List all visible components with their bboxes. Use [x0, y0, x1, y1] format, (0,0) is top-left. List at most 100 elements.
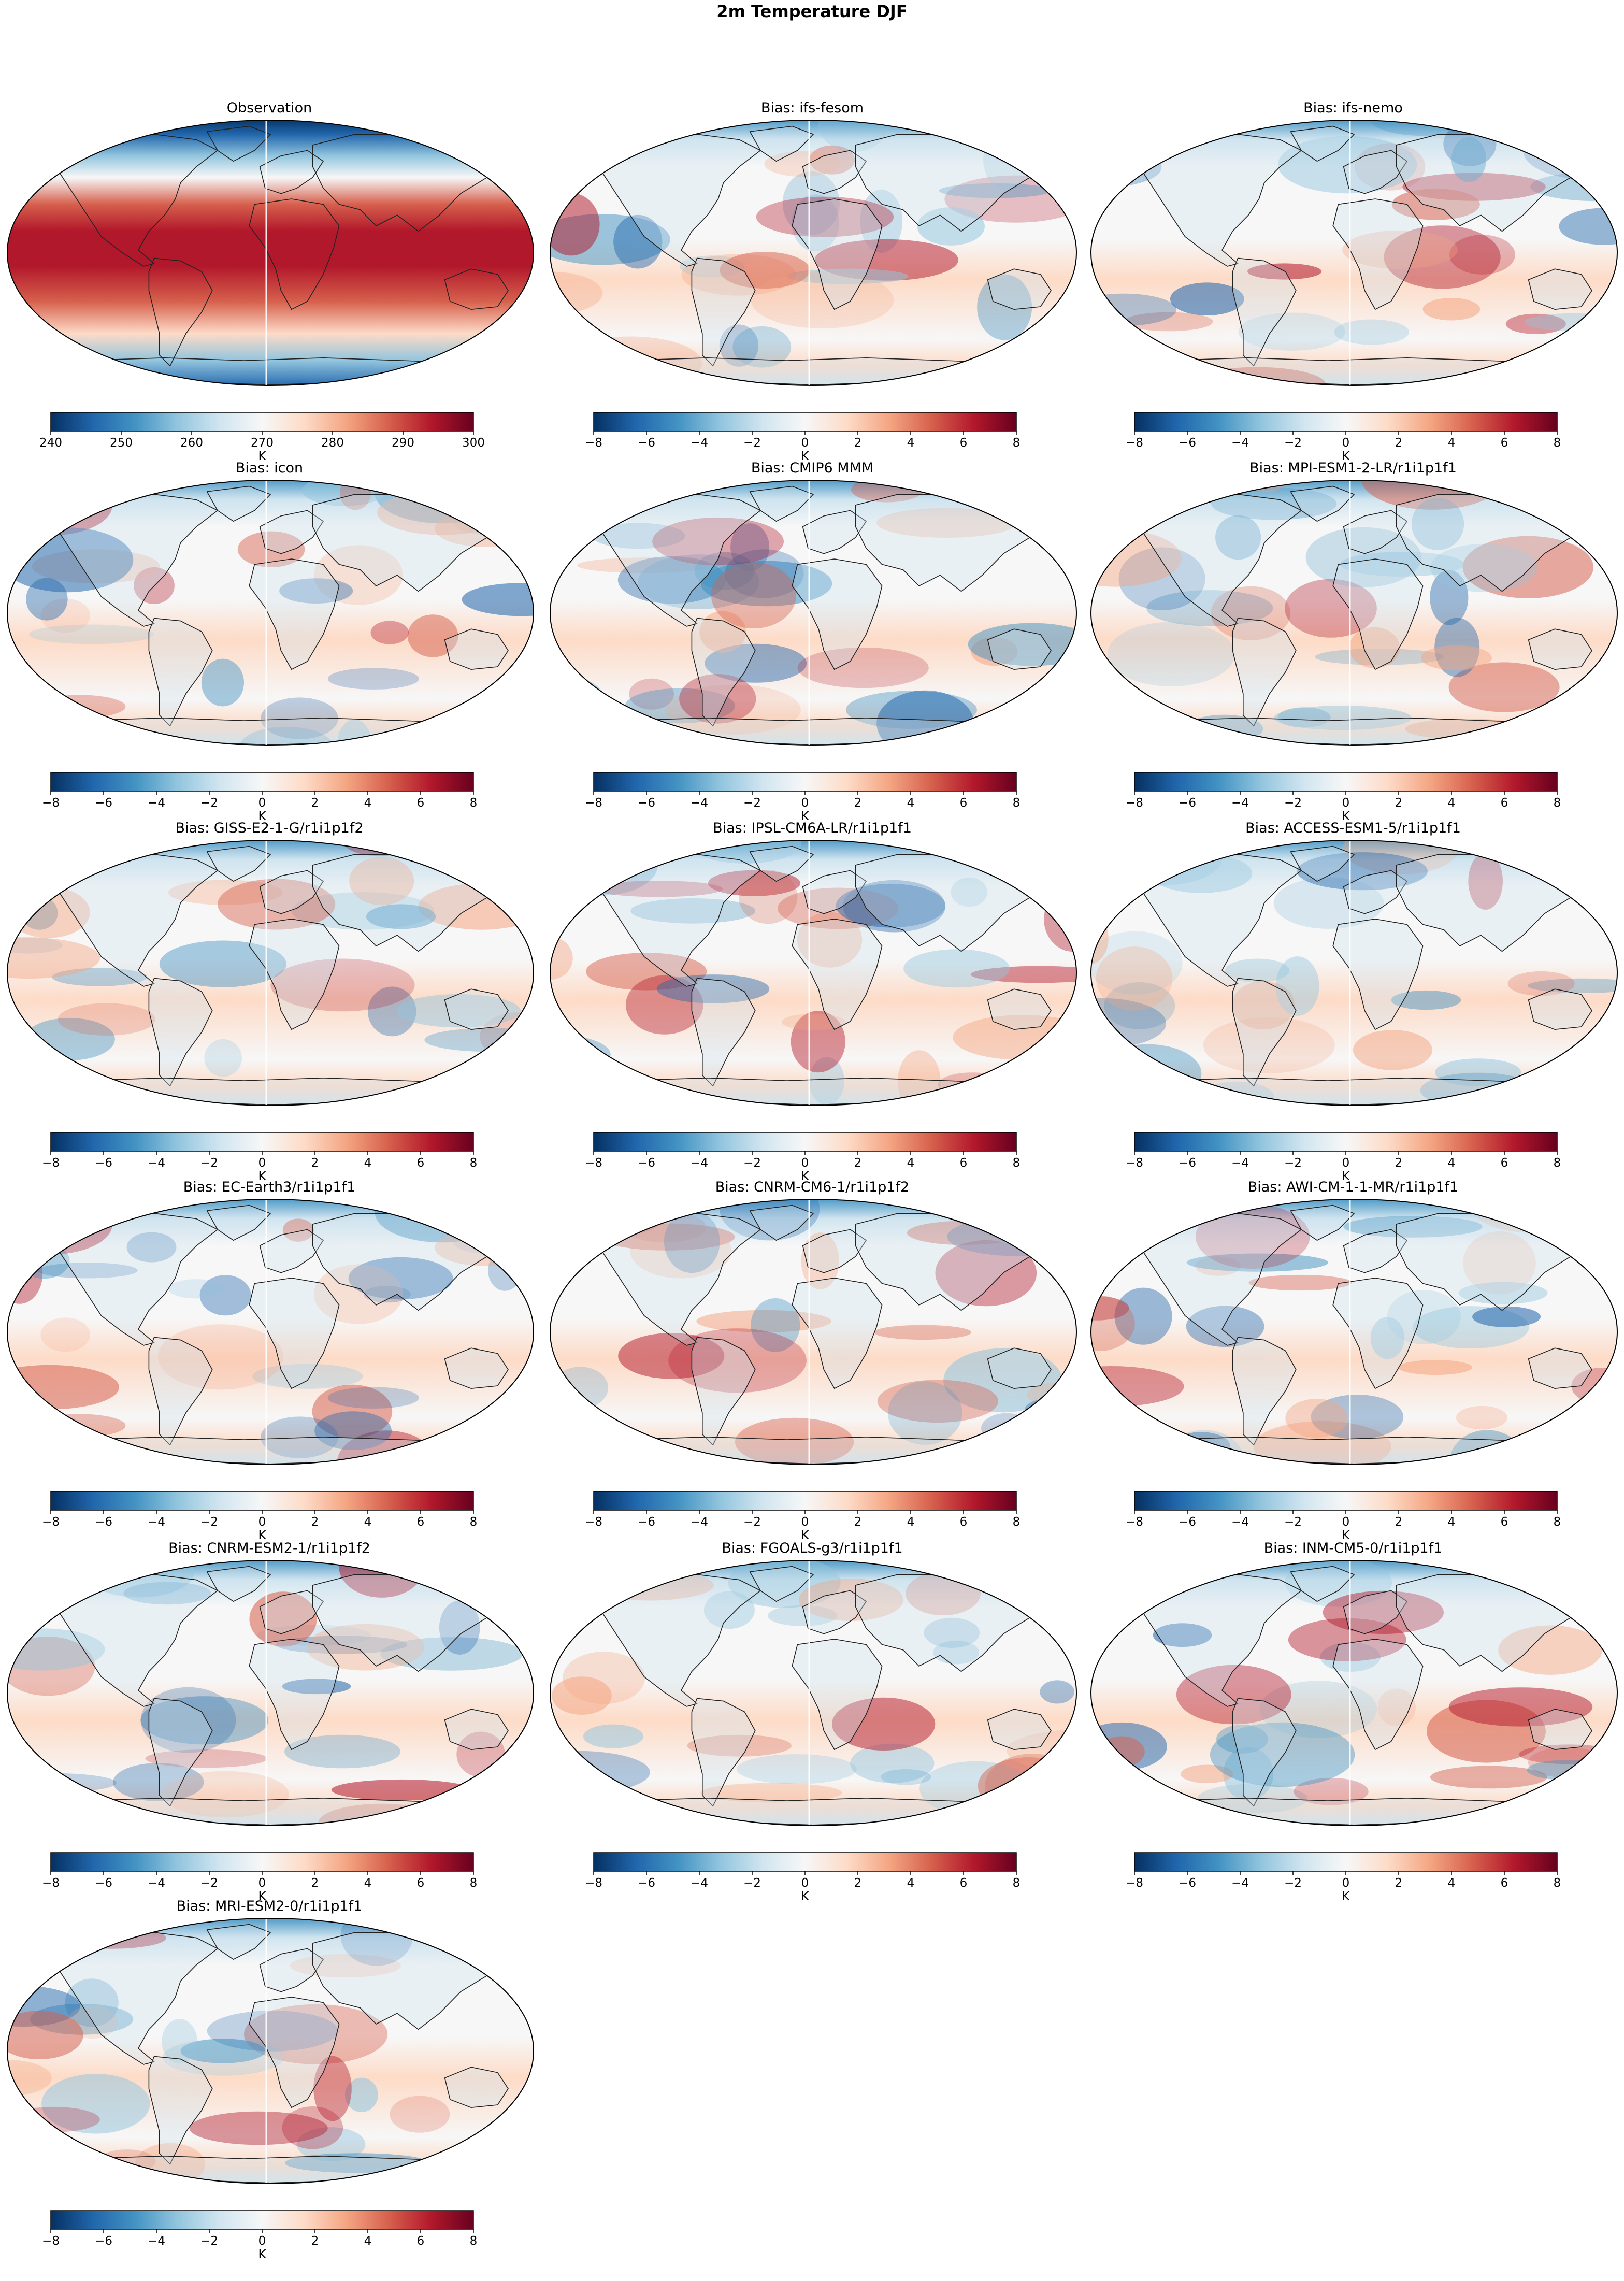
map-field — [550, 120, 1076, 385]
coastline-south-america — [148, 1337, 213, 1446]
bias-anomaly-patch — [1525, 313, 1617, 331]
colorbar-ramp — [593, 772, 1017, 792]
colorbar-tick-label: −8 — [585, 796, 602, 810]
coastline-north-america — [591, 1213, 761, 1346]
colorbar-tick-label: 0 — [1342, 1156, 1350, 1170]
colorbar-unit-label: K — [801, 450, 809, 463]
colorbar-tick-label: −4 — [691, 1876, 708, 1890]
bias-anomaly-patch — [1353, 1030, 1432, 1070]
map-background-field — [7, 840, 534, 1106]
bias-anomaly-patch — [751, 271, 894, 329]
bias-anomaly-patch — [1091, 1060, 1130, 1092]
bias-anomaly-patch — [296, 2127, 366, 2162]
colorbar-tick-label: 8 — [1012, 796, 1021, 810]
bias-anomaly-patch — [363, 1286, 411, 1303]
colorbar-graphic — [593, 1132, 1017, 1155]
coastline-antarctica — [1163, 357, 1556, 385]
colorbar: −8 −6 −4 −2 0 2 4 6 8 K — [42, 1491, 477, 1542]
coastline-south-america — [691, 1337, 756, 1446]
colorbar: −8 −6 −4 −2 0 2 4 6 8 K — [1126, 1491, 1561, 1542]
colorbar-tick-label: 6 — [959, 796, 968, 810]
colorbar-tick-label: 4 — [907, 796, 915, 810]
coastline-africa — [249, 558, 340, 670]
bias-anomaly-patch — [7, 1069, 106, 1106]
bias-anomaly-patch — [207, 2011, 338, 2052]
bias-anomaly-patch — [1430, 570, 1469, 625]
bias-anomaly-patch — [679, 674, 756, 724]
coastline-australia — [987, 988, 1052, 1030]
colorbar-tick-label: 4 — [1447, 436, 1456, 450]
bias-anomaly-patch — [237, 531, 305, 567]
colorbar-tick-label: −6 — [1179, 1515, 1196, 1529]
coastline-europe — [802, 870, 867, 914]
map-panel: Bias: FGOALS-g3/r1i1p1f1 −8 −6 −4 −2 0 2 4 6 8 K — [543, 1540, 1082, 1903]
bias-anomaly-patch — [951, 877, 988, 907]
colorbar-tick-label: 0 — [258, 1876, 266, 1890]
bias-anomaly-patch — [1305, 527, 1421, 587]
map-field — [7, 480, 534, 745]
map-background-field — [550, 480, 1076, 745]
coastline-antarctica — [80, 2156, 472, 2184]
map-border — [1090, 840, 1618, 1106]
bias-anomaly-patch — [874, 1325, 972, 1340]
bias-anomaly-patch — [407, 614, 458, 657]
bias-anomaly-patch — [7, 482, 63, 523]
bias-anomaly-patch — [462, 583, 534, 616]
bias-anomaly-patch — [652, 517, 784, 566]
world-map — [550, 1199, 1077, 1465]
colorbar-tick-label: −4 — [1231, 1876, 1249, 1890]
bias-anomaly-patch — [699, 611, 746, 653]
bias-anomaly-patch — [887, 1381, 962, 1445]
bias-anomaly-patch — [831, 1697, 936, 1751]
bias-anomaly-patch — [1203, 1017, 1335, 1073]
colorbar-tick-label: 2 — [1395, 436, 1403, 450]
colorbar-tick-label: 0 — [801, 796, 809, 810]
bias-anomaly-patch — [1248, 1274, 1352, 1291]
map-field — [7, 1918, 534, 2184]
world-map — [550, 1560, 1077, 1826]
bias-anomaly-patch — [366, 904, 436, 929]
bias-anomaly-patch — [7, 2106, 100, 2132]
bias-anomaly-patch — [797, 647, 929, 688]
bias-anomaly-patch — [1186, 1253, 1328, 1272]
colorbar-graphic — [50, 1491, 474, 1514]
coastline-antarctica — [1163, 1798, 1556, 1826]
map-field — [7, 120, 534, 385]
colorbar-tick-label: 300 — [462, 436, 485, 450]
bias-anomaly-patch — [1334, 319, 1410, 345]
coastline-africa — [792, 558, 883, 670]
coastline-europe — [1343, 150, 1407, 194]
panel-title: Bias: ifs-nemo — [1303, 100, 1403, 116]
bias-anomaly-patch — [801, 1232, 840, 1290]
colorbar-tick-label: 290 — [392, 436, 414, 450]
map-border — [1090, 480, 1618, 746]
bias-anomaly-patch — [1225, 958, 1290, 983]
coastline-greenland — [749, 1204, 814, 1241]
bias-anomaly-patch — [199, 1275, 251, 1316]
colorbar-tick-label: −2 — [743, 1515, 761, 1529]
panel-title: Bias: GISS-E2-1-G/r1i1p1f2 — [175, 820, 364, 836]
colorbar-ramp — [593, 1852, 1017, 1872]
bias-anomaly-patch — [1558, 1791, 1598, 1822]
bias-anomaly-patch — [735, 1417, 854, 1465]
bias-anomaly-patch — [935, 1240, 1037, 1307]
bias-anomaly-patch — [943, 1348, 1062, 1413]
colorbar-tick-label: 0 — [258, 1156, 266, 1170]
panel-title: Bias: ifs-fesom — [760, 100, 864, 116]
bias-anomaly-patch — [1025, 1397, 1076, 1422]
bias-anomaly-patch — [1091, 840, 1167, 880]
bias-anomaly-patch — [1285, 579, 1377, 638]
bias-anomaly-patch — [860, 189, 903, 253]
coastline-australia — [1528, 1347, 1592, 1389]
coastline-greenland — [206, 1924, 271, 1960]
bias-anomaly-patch — [719, 324, 759, 367]
colorbar-tick-label: 8 — [1553, 1876, 1561, 1890]
coastline-greenland — [1290, 1566, 1355, 1602]
bias-anomaly-patch — [1398, 1360, 1472, 1375]
bias-anomaly-patch — [1559, 208, 1617, 245]
colorbar-tick-label: −2 — [200, 796, 218, 810]
colorbar-tick-label: −8 — [42, 2234, 60, 2248]
bias-anomaly-patch — [290, 1954, 401, 1978]
map-panel: Bias: AWI-CM-1-1-MR/r1i1p1f1 −8 −6 −4 −2 0 2 4 6… — [1084, 1179, 1622, 1542]
coastline-europe — [802, 1229, 867, 1273]
